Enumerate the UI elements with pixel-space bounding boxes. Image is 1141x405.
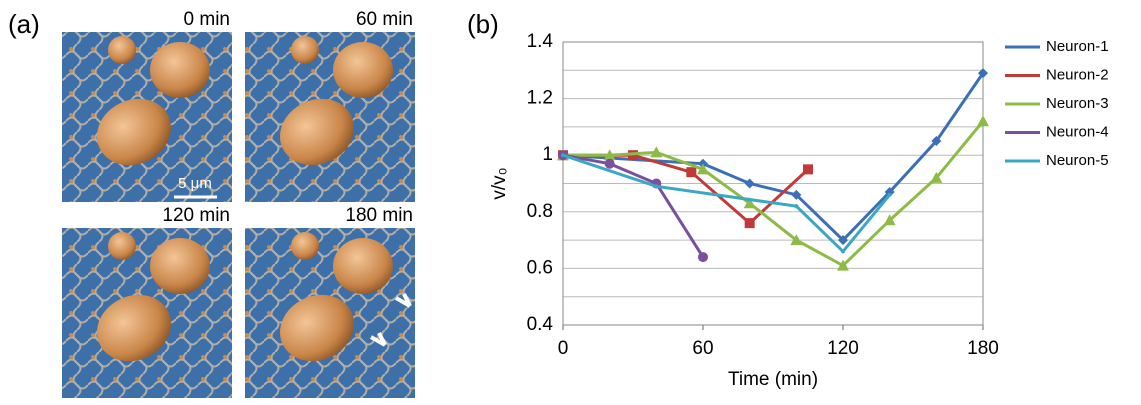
cell-body (97, 98, 171, 166)
y-axis-label: v/v₀ (489, 167, 510, 199)
y-tick-label: 0.4 (527, 314, 554, 335)
series-line (562, 72, 985, 243)
cell-body (108, 232, 136, 260)
image-grid: 0 min 5 μm 60 min 120 min 180 min (62, 9, 415, 398)
y-tick-label: 0.8 (527, 201, 553, 222)
time-label: 0 min (184, 9, 230, 30)
legend-label: Neuron-2 (1046, 66, 1109, 83)
y-tick-label: 1.2 (527, 88, 553, 109)
micrograph: 0 min 5 μm (62, 9, 232, 202)
cell-body (333, 238, 393, 294)
marker (698, 252, 708, 263)
legend-label: Neuron-1 (1046, 38, 1109, 55)
marker (884, 186, 895, 197)
marker (743, 197, 756, 209)
panel-label: (a) (8, 9, 40, 39)
series-line (563, 120, 985, 268)
marker (697, 163, 709, 175)
micrograph: 180 min (245, 205, 415, 398)
time-label: 180 min (345, 205, 413, 226)
marker (883, 214, 896, 226)
chart: 0.4 0.6 0.8 1 1.2 1.4 0 60 120 180 Time (min) v/v₀ N… (489, 31, 1109, 390)
x-tick-label: 0 (558, 338, 569, 359)
marker (790, 234, 803, 246)
y-tick-label: 1.4 (527, 31, 554, 52)
arrow (370, 332, 387, 347)
marker (931, 136, 942, 147)
x-tick-label: 60 (692, 338, 713, 359)
micrograph: 60 min (245, 9, 415, 202)
marker (837, 259, 849, 271)
marker (744, 178, 755, 189)
cell-body (280, 294, 354, 362)
x-tick-label: 120 (827, 338, 859, 359)
x-axis-label: Time (min) (728, 369, 818, 390)
marker (978, 68, 988, 79)
marker (686, 167, 697, 178)
series-line (562, 153, 705, 258)
marker (803, 164, 813, 175)
marker (838, 235, 848, 246)
cell-body (108, 36, 136, 64)
legend-label: Neuron-4 (1046, 123, 1109, 140)
cell-body (333, 42, 393, 98)
micrograph: 120 min (62, 205, 232, 398)
time-label: 120 min (162, 205, 230, 226)
cell-body (291, 232, 319, 260)
y-tick-label: 1 (542, 144, 553, 165)
cell-body (150, 42, 210, 98)
y-tick-label: 0.6 (527, 257, 553, 278)
legend-label: Neuron-5 (1046, 152, 1109, 169)
cell-body (150, 238, 210, 294)
marker (791, 189, 802, 200)
marker (744, 218, 755, 229)
time-label: 60 min (356, 9, 413, 30)
panel-label: (b) (467, 9, 499, 39)
legend-label: Neuron-3 (1046, 95, 1109, 112)
marker (930, 171, 943, 183)
marker (604, 158, 615, 169)
cell-body (97, 294, 171, 362)
plot-frame (562, 41, 984, 326)
cell-body (280, 98, 354, 166)
scale-label: 5 μm (178, 175, 212, 192)
marker (603, 149, 616, 161)
marker (977, 115, 989, 127)
marker (794, 204, 799, 209)
marker (654, 184, 659, 189)
marker (841, 249, 845, 254)
x-tick-label: 180 (967, 338, 999, 359)
marker (887, 192, 892, 197)
marker (561, 153, 565, 158)
arrow (395, 293, 412, 308)
cell-body (291, 36, 319, 64)
marker (650, 146, 663, 158)
